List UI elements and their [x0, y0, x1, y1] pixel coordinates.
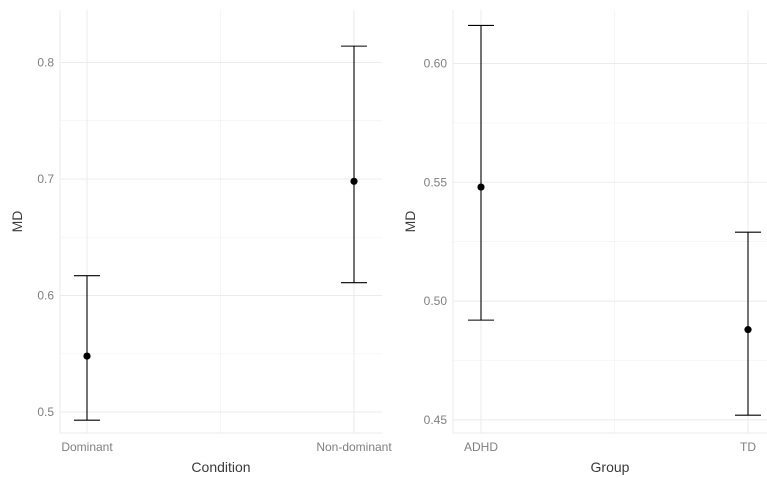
y-axis-title: MD [402, 211, 418, 233]
data-point [744, 326, 751, 333]
y-tick-label: 0.8 [37, 55, 54, 69]
panel-1: 0.5 0.6 0.7 0.8 Dominant Non-dominant Conditio… [9, 10, 392, 475]
x-tick-label: Non-dominant [316, 440, 392, 454]
y-tick-label: 0.50 [424, 294, 448, 308]
x-tick-label: Dominant [61, 440, 113, 454]
x-tick-label: TD [740, 440, 756, 454]
y-tick-label: 0.5 [37, 405, 54, 419]
y-tick-label: 0.7 [37, 172, 54, 186]
panel-2: 0.45 0.50 0.55 0.60 ADHD TD Group MD [402, 10, 767, 475]
data-point [350, 178, 357, 185]
x-tick-label: ADHD [464, 440, 498, 454]
y-tick-label: 0.45 [424, 413, 448, 427]
x-axis-title: Condition [191, 459, 250, 475]
data-point [83, 352, 90, 359]
y-tick-label: 0.60 [424, 56, 448, 70]
y-tick-label: 0.55 [424, 175, 448, 189]
x-axis-title: Group [591, 459, 630, 475]
data-point [477, 183, 484, 190]
y-axis-title: MD [9, 211, 25, 233]
y-tick-label: 0.6 [37, 288, 54, 302]
